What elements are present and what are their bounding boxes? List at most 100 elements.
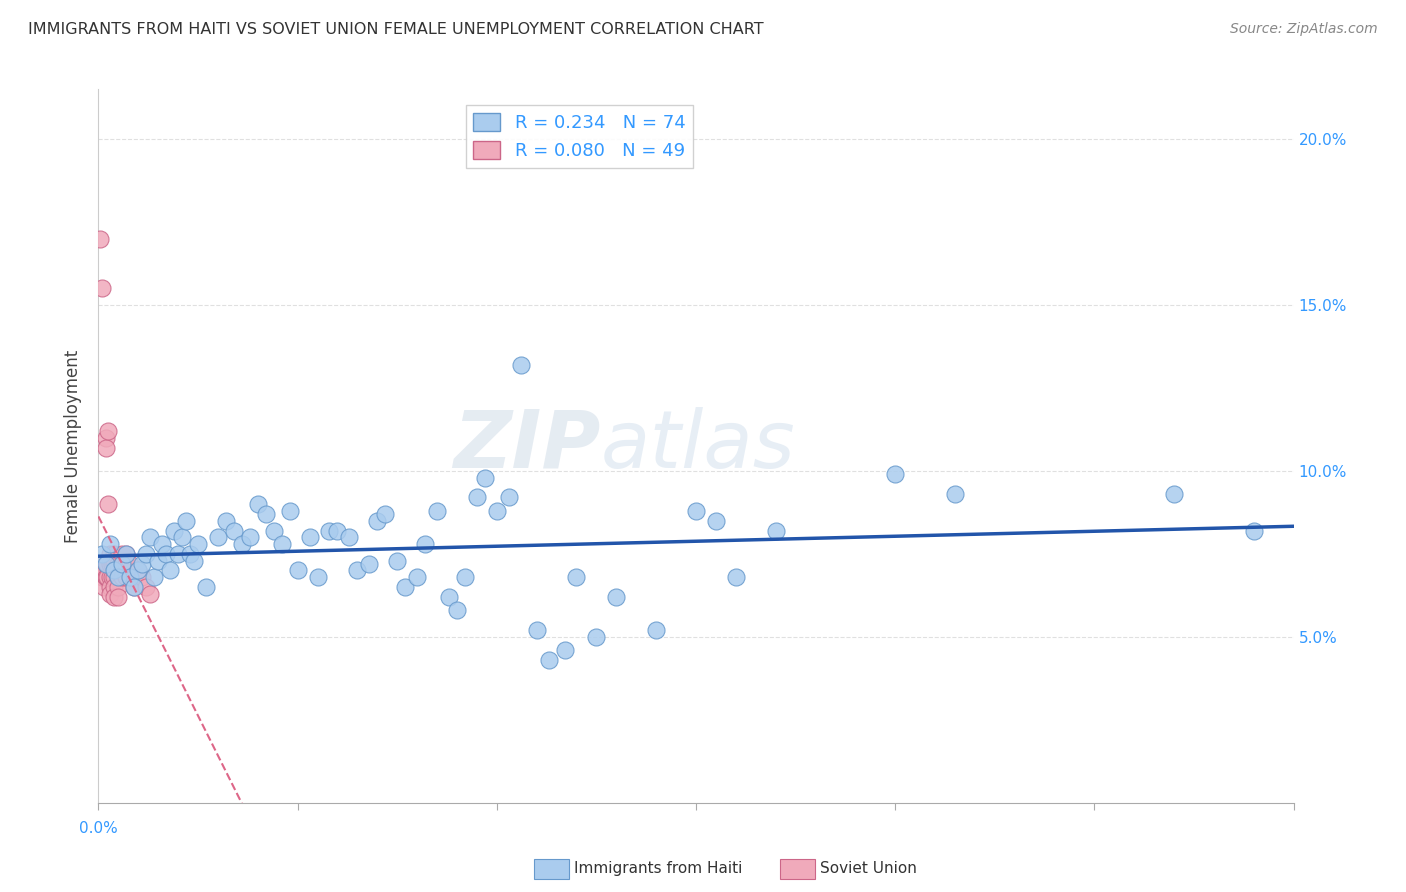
Point [215, 514, 238, 528]
Point [127, 564, 149, 578]
Point [263, 524, 285, 538]
Point [91, 557, 114, 571]
Point [115, 557, 138, 571]
Point [96, 557, 118, 571]
Point [359, 557, 381, 571]
Legend: R = 0.234   N = 74, R = 0.080   N = 49: R = 0.234 N = 74, R = 0.080 N = 49 [465, 105, 693, 168]
Point [207, 530, 229, 544]
Point [148, 553, 170, 567]
Point [91, 570, 114, 584]
Point [107, 570, 129, 584]
Point [454, 570, 477, 584]
Point [278, 504, 301, 518]
Point [765, 524, 787, 538]
Text: 0.0%: 0.0% [79, 821, 118, 836]
Point [111, 557, 134, 571]
Point [115, 547, 138, 561]
Point [103, 564, 125, 578]
Point [498, 491, 520, 505]
Point [100, 547, 122, 561]
Point [139, 587, 162, 601]
Point [143, 570, 166, 584]
Point [131, 557, 153, 571]
Point [100, 587, 122, 601]
Point [124, 570, 146, 584]
Point [107, 557, 129, 571]
Point [124, 580, 146, 594]
Point [437, 590, 460, 604]
Y-axis label: Female Unemployment: Female Unemployment [65, 350, 83, 542]
Text: Soviet Union: Soviet Union [820, 862, 917, 876]
Point [100, 580, 122, 594]
Point [91, 557, 114, 571]
Point [135, 580, 157, 594]
Point [645, 624, 668, 638]
Point [115, 570, 138, 584]
Point [101, 557, 124, 571]
Text: Source: ZipAtlas.com: Source: ZipAtlas.com [1230, 22, 1378, 37]
Point [465, 491, 488, 505]
Point [554, 643, 576, 657]
Point [97, 424, 120, 438]
Point [366, 514, 388, 528]
Point [474, 470, 496, 484]
Point [120, 570, 142, 584]
Point [565, 570, 588, 584]
Point [90, 281, 112, 295]
Point [346, 564, 368, 578]
Point [172, 530, 194, 544]
Point [605, 590, 627, 604]
Point [704, 514, 727, 528]
Point [195, 580, 218, 594]
Text: IMMIGRANTS FROM HAITI VS SOVIET UNION FEMALE UNEMPLOYMENT CORRELATION CHART: IMMIGRANTS FROM HAITI VS SOVIET UNION FE… [28, 22, 763, 37]
Point [115, 547, 138, 561]
Point [339, 530, 360, 544]
Point [94, 557, 117, 571]
Point [120, 570, 142, 584]
Point [91, 570, 114, 584]
Point [724, 570, 747, 584]
Point [183, 553, 205, 567]
Point [943, 487, 966, 501]
Point [394, 580, 416, 594]
Text: atlas: atlas [600, 407, 796, 485]
Point [127, 564, 149, 578]
Point [163, 524, 186, 538]
Point [187, 537, 209, 551]
Point [446, 603, 468, 617]
Point [239, 530, 262, 544]
Point [96, 441, 118, 455]
Point [107, 590, 129, 604]
Point [307, 570, 329, 584]
Point [385, 553, 409, 567]
Text: Immigrants from Haiti: Immigrants from Haiti [574, 862, 742, 876]
Point [131, 570, 153, 584]
Point [413, 537, 436, 551]
Point [231, 537, 253, 551]
Point [100, 537, 122, 551]
Point [103, 590, 125, 604]
Point [111, 557, 134, 571]
Point [124, 580, 146, 594]
Point [107, 570, 129, 584]
Point [103, 570, 125, 584]
Point [326, 524, 349, 538]
Point [374, 507, 396, 521]
Point [89, 231, 111, 245]
Point [222, 524, 245, 538]
Point [406, 570, 429, 584]
Point [246, 497, 269, 511]
Point [135, 547, 157, 561]
Point [509, 358, 531, 372]
Point [96, 570, 118, 584]
Point [107, 580, 129, 594]
Point [318, 524, 340, 538]
Point [93, 580, 115, 594]
Point [485, 504, 508, 518]
Point [91, 547, 114, 561]
Point [100, 557, 122, 571]
Point [107, 564, 129, 578]
Point [685, 504, 707, 518]
Point [526, 624, 548, 638]
Point [103, 557, 125, 571]
